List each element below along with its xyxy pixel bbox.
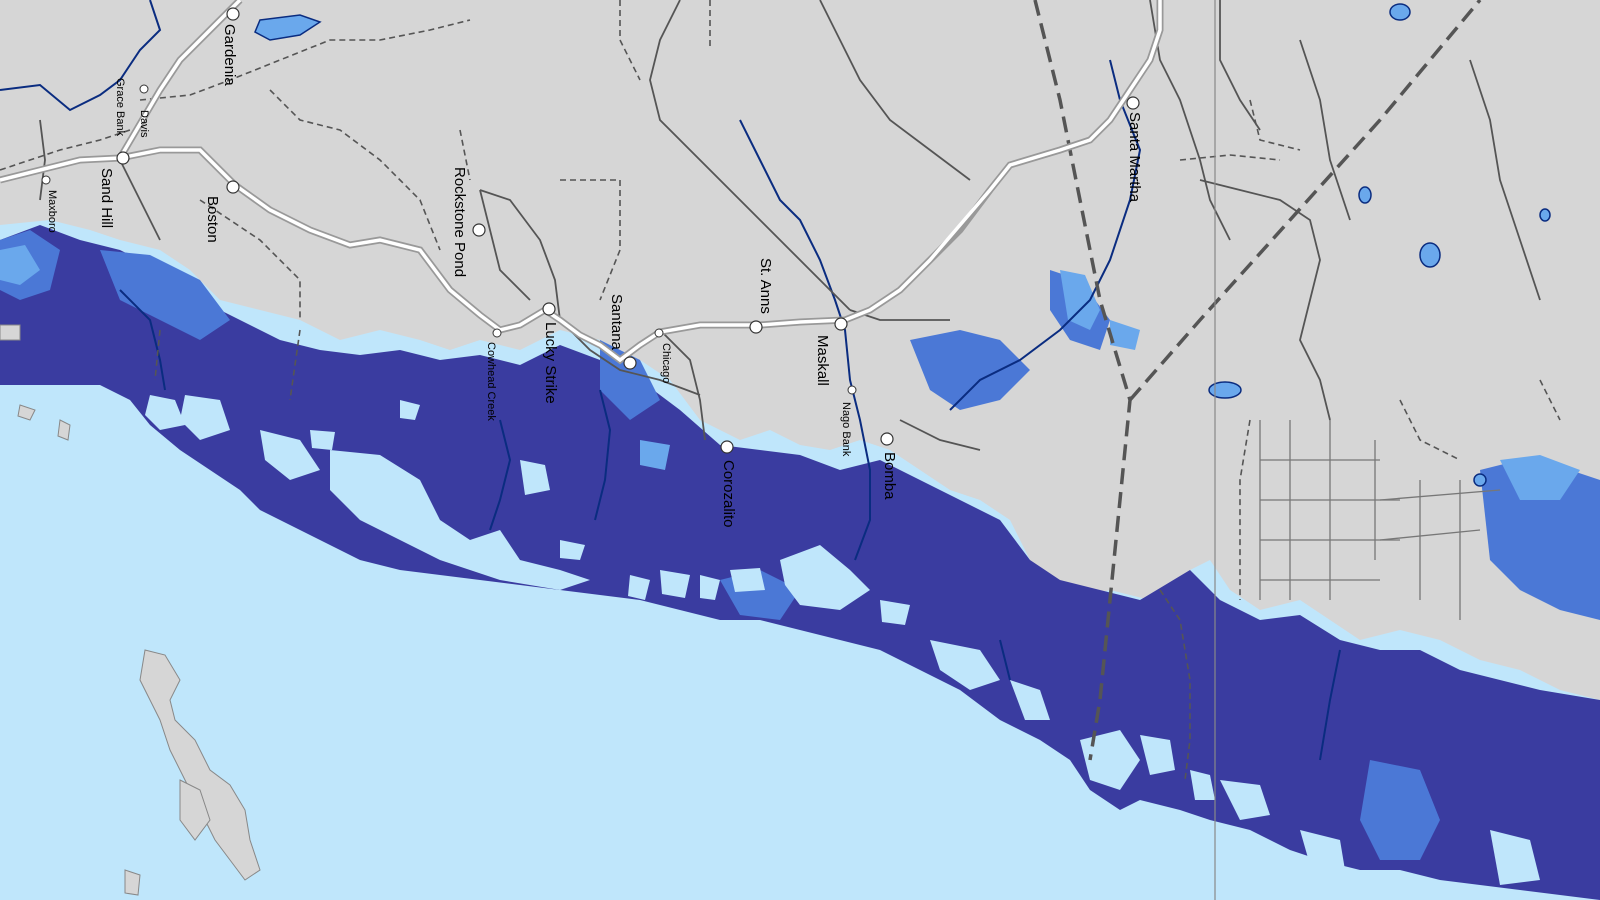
label-lucky-strike: Lucky Strike xyxy=(542,322,559,404)
unflooded-islands xyxy=(145,395,1540,885)
town-marker-santa-martha[interactable] xyxy=(1126,96,1140,110)
label-chicago: Chicago xyxy=(660,343,672,383)
main-boundary xyxy=(1033,0,1482,761)
land-area xyxy=(0,0,1600,700)
label-corozalito: Corozalito xyxy=(720,460,737,528)
town-marker-nago-bank[interactable] xyxy=(847,385,857,395)
label-davis: Davis xyxy=(138,110,150,138)
label-cowhead-creek: Cowhead Creek xyxy=(485,342,497,421)
label-nago-bank: Nago Bank xyxy=(840,402,852,457)
town-marker-maskall[interactable] xyxy=(834,317,848,331)
town-marker-lucky-strike[interactable] xyxy=(542,302,556,316)
town-marker-bomba[interactable] xyxy=(880,432,894,446)
rivers xyxy=(0,0,1341,761)
town-marker-boston[interactable] xyxy=(226,180,240,194)
town-marker-santana[interactable] xyxy=(623,356,637,370)
town-markers xyxy=(41,7,1140,454)
label-grace-bank: Grace Bank xyxy=(114,78,126,137)
place-labels: Gardenia Davis Grace Bank Sand Hill Bost… xyxy=(46,24,1143,528)
label-santana: Santana xyxy=(608,294,625,351)
label-bomba: Bomba xyxy=(881,452,898,500)
town-marker-rockstone-pond[interactable] xyxy=(472,223,486,237)
label-maxboro: Maxboro xyxy=(46,190,58,233)
town-marker-gardenia[interactable] xyxy=(226,7,240,21)
label-st-anns: St. Anns xyxy=(757,258,774,314)
highway xyxy=(0,0,1164,365)
label-gardenia: Gardenia xyxy=(221,24,238,86)
town-marker-sand-hill[interactable] xyxy=(116,151,130,165)
flood-zone-shallow xyxy=(0,245,1580,500)
town-marker-st-anns[interactable] xyxy=(749,320,763,334)
cays xyxy=(0,324,261,896)
label-santa-martha: Santa Martha xyxy=(1126,112,1143,203)
town-marker-corozalito[interactable] xyxy=(720,440,734,454)
label-boston: Boston xyxy=(204,196,221,243)
grid-roads xyxy=(1259,420,1501,620)
town-marker-cowhead-creek[interactable] xyxy=(492,328,502,338)
lakes xyxy=(254,3,1551,487)
town-marker-chicago[interactable] xyxy=(654,328,664,338)
district-boundaries xyxy=(0,0,1561,781)
town-marker-davis[interactable] xyxy=(139,84,149,94)
town-marker-maxboro[interactable] xyxy=(41,175,51,185)
label-maskall: Maskall xyxy=(814,335,831,386)
label-rockstone-pond: Rockstone Pond xyxy=(451,167,468,277)
label-sand-hill: Sand Hill xyxy=(98,168,115,228)
